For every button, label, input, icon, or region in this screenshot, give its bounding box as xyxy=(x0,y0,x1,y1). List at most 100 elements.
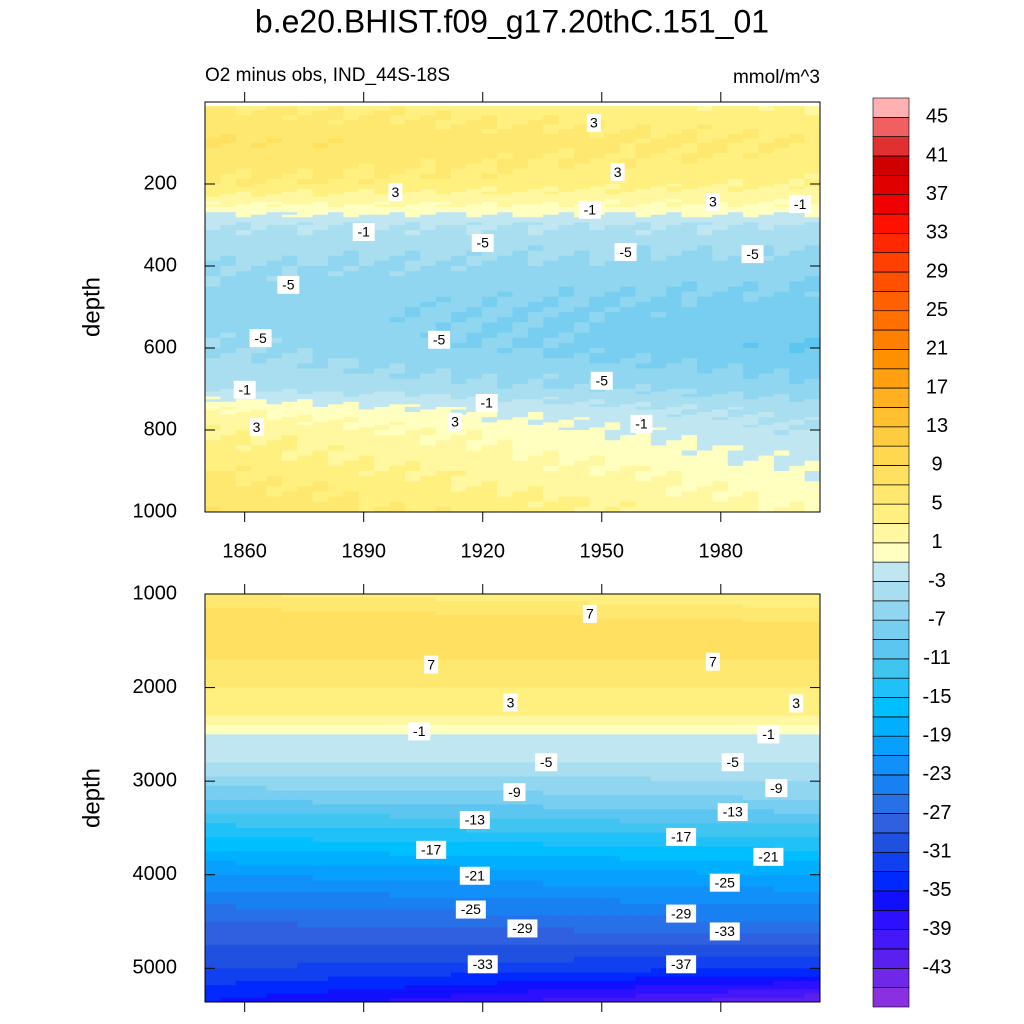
contour-cell xyxy=(558,189,575,193)
contour-cell xyxy=(681,406,698,410)
contour-cell xyxy=(650,276,667,282)
contour-cell xyxy=(281,399,298,403)
contour-cell xyxy=(389,286,406,293)
contour-cell xyxy=(266,615,283,620)
contour-cell xyxy=(789,138,806,144)
contour-cell xyxy=(666,184,683,188)
contour-cell xyxy=(543,260,560,267)
contour-cell xyxy=(574,281,590,287)
contour-cell xyxy=(743,163,759,170)
contour-cell xyxy=(374,204,390,208)
contour-cell xyxy=(235,217,252,221)
contour-cell xyxy=(558,178,575,185)
contour-cell xyxy=(589,604,606,609)
contour-cell xyxy=(358,250,375,257)
contour-cell xyxy=(251,153,267,159)
contour-cell xyxy=(297,281,314,287)
contour-cell xyxy=(297,501,314,508)
contour-cell xyxy=(620,348,636,354)
contour-cell xyxy=(235,496,252,503)
contour-cell xyxy=(604,594,621,599)
contour-cell xyxy=(328,414,344,418)
contour-cell xyxy=(343,286,360,293)
contour-cell xyxy=(743,209,759,213)
contour-cell xyxy=(205,266,221,272)
contour-cell xyxy=(666,212,683,216)
contour-cell xyxy=(297,383,314,390)
contour-cell xyxy=(220,422,237,426)
contour-cell xyxy=(389,631,406,637)
contour-cell xyxy=(527,204,544,208)
contour-cell xyxy=(589,163,606,170)
contour-cell xyxy=(328,276,344,282)
contour-cell xyxy=(389,622,406,628)
contour-cell xyxy=(727,342,744,349)
contour-cell xyxy=(220,368,237,375)
contour-cell xyxy=(235,163,252,170)
contour-cell xyxy=(466,307,483,313)
contour-cell xyxy=(374,353,390,359)
contour-cell xyxy=(497,650,513,656)
contour-cell xyxy=(389,133,406,139)
contour-cell xyxy=(773,143,790,149)
contour-cell xyxy=(743,317,759,323)
contour-cell xyxy=(789,301,806,308)
contour-cell xyxy=(343,378,360,385)
contour-cell xyxy=(512,622,529,628)
contour-cell xyxy=(666,158,683,164)
contour-cell xyxy=(558,115,575,121)
contour-cell xyxy=(543,424,560,428)
contour-cell xyxy=(635,471,652,477)
contour-cell xyxy=(358,196,375,200)
contour-cell xyxy=(420,476,437,482)
contour-cell xyxy=(404,245,421,252)
contour-cell xyxy=(281,189,298,193)
contour-cell xyxy=(527,636,544,642)
contour-cell xyxy=(620,404,636,408)
contour-cell xyxy=(589,445,606,451)
contour-cell xyxy=(358,659,375,664)
contour-cell xyxy=(205,383,221,390)
contour-cell xyxy=(604,342,621,349)
contour-cell xyxy=(205,412,221,416)
contour-cell xyxy=(297,342,314,349)
contour-cell xyxy=(727,615,744,620)
contour-cell xyxy=(635,412,652,416)
contour-cell xyxy=(404,615,421,620)
contour-cell xyxy=(451,608,467,613)
contour-cell xyxy=(789,337,806,344)
contour-cell xyxy=(435,680,452,685)
contour-cell xyxy=(281,422,298,426)
contour-cell xyxy=(312,622,329,628)
contour-cell xyxy=(343,391,360,395)
contour-cell xyxy=(251,348,267,354)
contour-cell xyxy=(666,281,683,287)
contour-cell xyxy=(666,383,683,390)
contour-cell xyxy=(374,368,390,375)
contour-cell xyxy=(420,604,437,609)
contour-cell xyxy=(312,636,329,642)
contour-cell xyxy=(466,158,483,164)
contour-label-box xyxy=(789,195,812,214)
contour-cell xyxy=(697,608,713,613)
contour-cell xyxy=(789,419,806,423)
contour-cell xyxy=(281,430,298,436)
contour-cell xyxy=(512,148,529,154)
contour-cell xyxy=(604,684,621,689)
contour-cell xyxy=(235,622,252,628)
contour-cell xyxy=(804,115,821,121)
contour-cell xyxy=(558,491,575,498)
contour-cell xyxy=(266,491,283,498)
contour-cell xyxy=(727,383,744,390)
contour-cell xyxy=(420,422,437,426)
contour-cell xyxy=(358,396,375,400)
contour-cell xyxy=(666,666,683,671)
contour-cell xyxy=(235,445,252,451)
contour-cell xyxy=(435,435,452,441)
contour-cell xyxy=(251,230,267,236)
contour-cell xyxy=(773,189,790,193)
contour-cell xyxy=(773,124,790,130)
contour-cell xyxy=(404,391,421,395)
contour-cell xyxy=(512,230,529,236)
contour-cell xyxy=(220,124,237,130)
